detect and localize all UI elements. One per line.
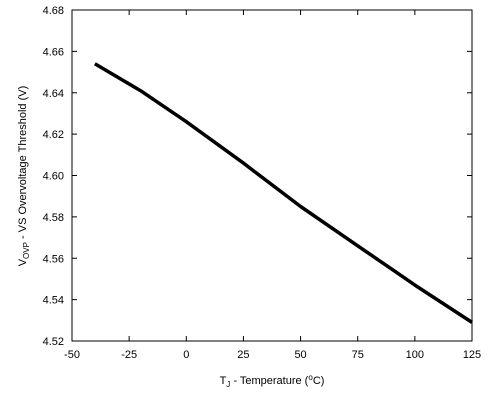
plot-frame — [71, 9, 473, 342]
x-axis-label-unit-sup: o — [308, 373, 313, 382]
y-axis-label: VOVP - VS Overvoltage Threshold (V) — [17, 86, 31, 267]
y-tick-label: 4.68 — [43, 5, 64, 17]
y-axis-label-sub: OVP — [22, 242, 31, 259]
x-axis-label-rest: - Temperature ( — [230, 375, 308, 387]
x-axis-label-main: T — [220, 375, 227, 387]
y-tick-label: 4.52 — [43, 336, 64, 348]
y-axis-ticks: 4.52 4.54 4.56 4.58 4.60 4.62 4.64 4.66 4.68 — [43, 5, 472, 348]
y-tick-label: 4.56 — [43, 253, 64, 265]
y-tick-label: 4.64 — [43, 88, 64, 100]
y-tick-label: 4.62 — [43, 129, 64, 141]
x-tick-label: 25 — [237, 349, 249, 361]
y-axis-label-main: V — [17, 258, 29, 266]
x-axis-label: TJ - Temperature (oC) — [220, 373, 325, 389]
y-tick-label: 4.54 — [43, 295, 64, 307]
y-axis-label-rest: - VS Overvoltage Threshold (V) — [17, 86, 29, 242]
x-tick-label: 75 — [352, 349, 364, 361]
y-tick-label: 4.60 — [43, 171, 64, 183]
x-tick-label: 50 — [294, 349, 306, 361]
series-line — [94, 62, 473, 324]
x-tick-label: 125 — [463, 349, 481, 361]
x-axis-label-unit-rest: C) — [313, 375, 325, 387]
x-tick-label: 0 — [183, 349, 189, 361]
x-axis-label-sub: J — [226, 380, 230, 389]
y-tick-label: 4.66 — [43, 46, 64, 58]
x-tick-label: -50 — [64, 349, 80, 361]
x-tick-label: -25 — [121, 349, 137, 361]
x-axis-ticks: -50 -25 0 25 50 75 100 125 — [64, 10, 481, 361]
y-tick-label: 4.58 — [43, 212, 64, 224]
series-group — [94, 62, 473, 324]
x-tick-label: 100 — [406, 349, 424, 361]
